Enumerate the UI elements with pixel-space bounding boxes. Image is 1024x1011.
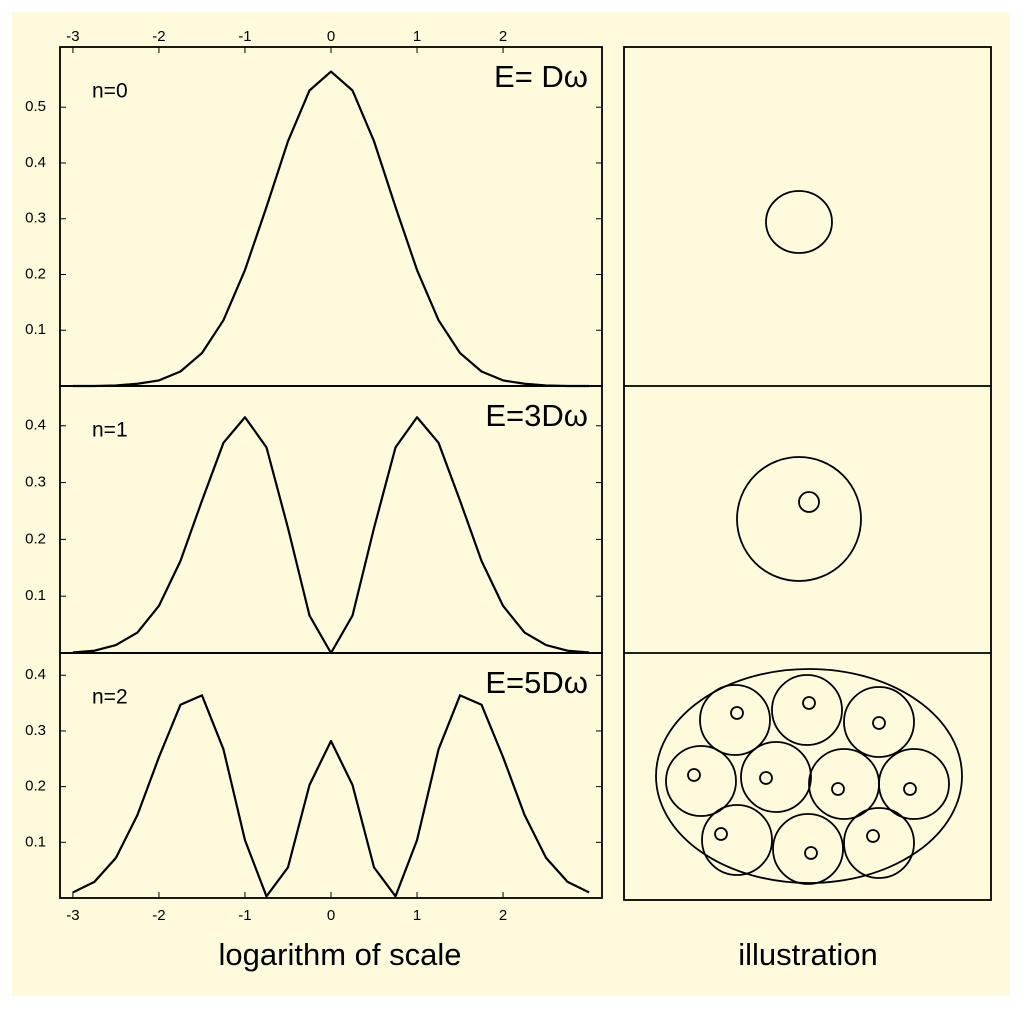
x-tick-label: 2 bbox=[499, 907, 507, 924]
annotation: n=2 bbox=[92, 686, 128, 709]
x-tick-label: 1 bbox=[413, 907, 421, 924]
x-axis-label: logarithm of scale bbox=[219, 937, 462, 972]
annotation: E=5Dω bbox=[485, 665, 588, 700]
circle bbox=[740, 741, 812, 813]
dot bbox=[687, 768, 701, 782]
dot bbox=[804, 846, 818, 860]
annotation: n=0 bbox=[92, 80, 128, 103]
circle bbox=[736, 456, 862, 582]
circle bbox=[665, 745, 737, 817]
y-tick-label: 0.4 bbox=[25, 666, 46, 683]
dot bbox=[866, 829, 880, 843]
dot bbox=[730, 706, 744, 720]
circle bbox=[701, 804, 773, 876]
x-tick-label: 2 bbox=[499, 28, 507, 45]
y-tick-label: 0.2 bbox=[25, 265, 46, 282]
y-tick-label: 0.3 bbox=[25, 210, 46, 227]
x-tick-label: -3 bbox=[66, 28, 79, 45]
y-tick-label: 0.3 bbox=[25, 474, 46, 491]
dot bbox=[831, 782, 845, 796]
annotation: E= Dω bbox=[494, 59, 588, 94]
circle bbox=[699, 684, 771, 756]
background bbox=[12, 12, 1010, 996]
dot bbox=[759, 771, 773, 785]
circle bbox=[765, 190, 833, 254]
x-tick-label: 0 bbox=[327, 907, 335, 924]
y-tick-label: 0.3 bbox=[25, 722, 46, 739]
circle bbox=[798, 491, 820, 513]
y-tick-label: 0.5 bbox=[25, 98, 46, 115]
dot bbox=[802, 696, 816, 710]
x-tick-label: 0 bbox=[327, 28, 335, 45]
x-tick-label: -2 bbox=[152, 907, 165, 924]
y-tick-label: 0.1 bbox=[25, 321, 46, 338]
illustration-label: illustration bbox=[738, 937, 878, 972]
x-tick-label: -1 bbox=[238, 28, 251, 45]
dot bbox=[903, 782, 917, 796]
circle bbox=[843, 686, 915, 758]
y-tick-label: 0.1 bbox=[25, 833, 46, 850]
annotation: n=1 bbox=[92, 419, 128, 442]
dot bbox=[872, 716, 886, 730]
annotation: E=3Dω bbox=[485, 398, 588, 433]
circle bbox=[772, 813, 844, 885]
curve bbox=[72, 70, 590, 388]
y-tick-label: 0.2 bbox=[25, 778, 46, 795]
circle bbox=[878, 748, 950, 820]
y-tick-label: 0.4 bbox=[25, 154, 46, 171]
dot bbox=[714, 827, 728, 841]
y-tick-label: 0.2 bbox=[25, 530, 46, 547]
x-tick-label: -1 bbox=[238, 907, 251, 924]
curve bbox=[72, 694, 590, 898]
x-tick-label: -3 bbox=[66, 907, 79, 924]
y-tick-label: 0.1 bbox=[25, 587, 46, 604]
circle bbox=[771, 674, 843, 746]
illustration-frame bbox=[623, 46, 992, 901]
y-tick-label: 0.4 bbox=[25, 417, 46, 434]
ellipse bbox=[655, 668, 963, 884]
illustration bbox=[623, 46, 992, 901]
x-tick-label: -2 bbox=[152, 28, 165, 45]
x-tick-label: 1 bbox=[413, 28, 421, 45]
circle bbox=[843, 807, 915, 879]
